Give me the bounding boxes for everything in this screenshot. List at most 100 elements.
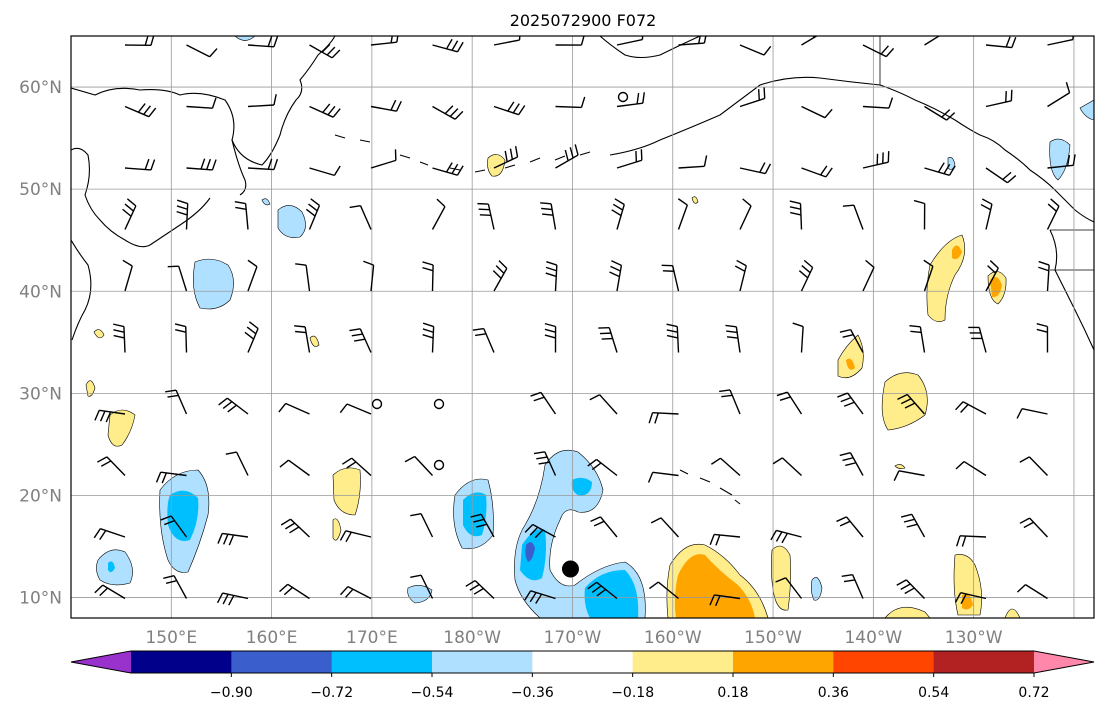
wind-barb bbox=[530, 391, 557, 415]
wind-barb bbox=[775, 577, 803, 599]
wind-barb bbox=[955, 401, 987, 415]
lat-tick-label: 60°N bbox=[19, 78, 62, 98]
border-canada-us bbox=[1050, 229, 1094, 271]
wind-barb bbox=[247, 259, 258, 292]
colorbar-tick-label: 0.54 bbox=[918, 685, 949, 701]
wind-barb bbox=[789, 200, 803, 230]
wind-barbs bbox=[93, 36, 1076, 607]
lon-tick-label: 160°E bbox=[246, 628, 298, 648]
calm-circle bbox=[617, 91, 629, 103]
lon-tick-label: 170°E bbox=[346, 628, 398, 648]
contour-positive bbox=[953, 554, 982, 616]
wind-barb bbox=[896, 579, 926, 599]
contour-negative bbox=[407, 585, 433, 604]
wind-barb bbox=[985, 167, 1017, 184]
coastline-hawaii bbox=[679, 469, 741, 505]
storm-center-marker bbox=[561, 560, 579, 578]
colorbar-tick-label: −0.36 bbox=[511, 685, 554, 701]
wind-barb bbox=[280, 518, 310, 538]
wind-barb bbox=[370, 99, 402, 112]
wind-barb bbox=[155, 471, 187, 484]
colorbar-segment bbox=[131, 651, 232, 673]
calm-circle bbox=[433, 398, 445, 410]
wind-barb bbox=[1038, 260, 1050, 292]
contour-positive-strong bbox=[990, 276, 1002, 298]
wind-barb bbox=[897, 393, 926, 415]
wind-barb bbox=[649, 581, 679, 600]
wind-barb bbox=[218, 397, 249, 415]
figure-title: 2025072900 F072 bbox=[510, 11, 657, 30]
contour-negative-strong bbox=[167, 490, 199, 541]
wind-barb bbox=[589, 394, 618, 415]
wind-barb bbox=[862, 44, 895, 58]
contour-positive bbox=[107, 409, 136, 447]
wind-barb bbox=[954, 591, 987, 604]
wind-barb bbox=[422, 261, 434, 292]
wind-barb bbox=[342, 457, 372, 477]
contour-positive-strong bbox=[846, 358, 855, 370]
wind-barb bbox=[339, 585, 372, 600]
wind-barb bbox=[985, 89, 1013, 108]
wind-barb bbox=[370, 149, 397, 169]
wind-barb bbox=[980, 198, 993, 230]
wind-barb bbox=[93, 527, 126, 541]
colorbar: −0.90 −0.72 −0.54 −0.36 −0.18 0.18 0.36 0.54 0.7… bbox=[70, 650, 1095, 701]
wind-barb bbox=[294, 325, 311, 353]
calm-circle bbox=[371, 398, 383, 410]
contour-positive bbox=[332, 518, 342, 541]
wind-barb bbox=[422, 322, 435, 353]
coastline-japan bbox=[71, 239, 92, 341]
wind-barb bbox=[216, 592, 249, 606]
colorbar-extend-high bbox=[1034, 651, 1094, 673]
wind-barb bbox=[739, 198, 752, 230]
contour-negative-strong bbox=[463, 492, 487, 537]
wind-barb bbox=[590, 516, 618, 538]
contour-positive bbox=[332, 467, 361, 516]
wind-barb bbox=[225, 451, 249, 476]
colorbar-extend-low bbox=[71, 651, 131, 673]
wind-barb bbox=[913, 199, 926, 230]
wind-barb bbox=[924, 36, 941, 46]
wind-barb bbox=[545, 260, 558, 292]
wind-barb bbox=[647, 471, 679, 483]
wind-barb bbox=[309, 165, 341, 177]
contour-positive bbox=[837, 334, 864, 379]
calm-circle bbox=[433, 459, 445, 471]
wind-barb bbox=[985, 260, 999, 292]
wind-barb bbox=[94, 409, 126, 423]
wind-barb bbox=[725, 324, 741, 353]
wind-barb bbox=[862, 259, 875, 292]
contour-positive bbox=[691, 196, 699, 204]
wind-barb bbox=[472, 327, 495, 353]
wind-barb bbox=[349, 328, 372, 353]
wind-barb bbox=[176, 199, 189, 230]
wind-barb bbox=[492, 260, 508, 292]
wind-barb bbox=[363, 260, 375, 292]
colorbar-segment bbox=[733, 651, 834, 673]
wind-barb bbox=[234, 201, 249, 230]
colorbar-tick-label: 0.18 bbox=[717, 685, 748, 701]
wind-barb bbox=[165, 389, 188, 415]
colorbar-tick-label: −0.72 bbox=[310, 685, 353, 701]
wind-barb bbox=[186, 97, 217, 109]
wind-barb bbox=[493, 101, 526, 116]
wind-barb bbox=[295, 263, 311, 292]
lat-tick-label: 30°N bbox=[19, 384, 62, 404]
wind-barb bbox=[893, 470, 925, 482]
lon-tick-label: 150°W bbox=[744, 628, 802, 648]
wind-barb bbox=[772, 457, 802, 477]
contour-negative bbox=[277, 205, 306, 238]
wind-barb bbox=[493, 36, 521, 46]
wind-barb bbox=[968, 326, 987, 353]
wind-barb bbox=[432, 38, 464, 53]
colorbar-tick-label: 0.36 bbox=[818, 685, 849, 701]
wind-barb bbox=[842, 204, 864, 230]
wind-barb bbox=[1047, 82, 1071, 108]
wind-barb bbox=[739, 44, 772, 56]
wind-barb bbox=[862, 97, 894, 109]
wind-barb bbox=[122, 198, 137, 230]
wind-barb bbox=[734, 259, 747, 292]
wind-barb bbox=[709, 533, 741, 546]
lon-tick-label: 170°W bbox=[544, 628, 602, 648]
wind-barb bbox=[1019, 517, 1049, 538]
